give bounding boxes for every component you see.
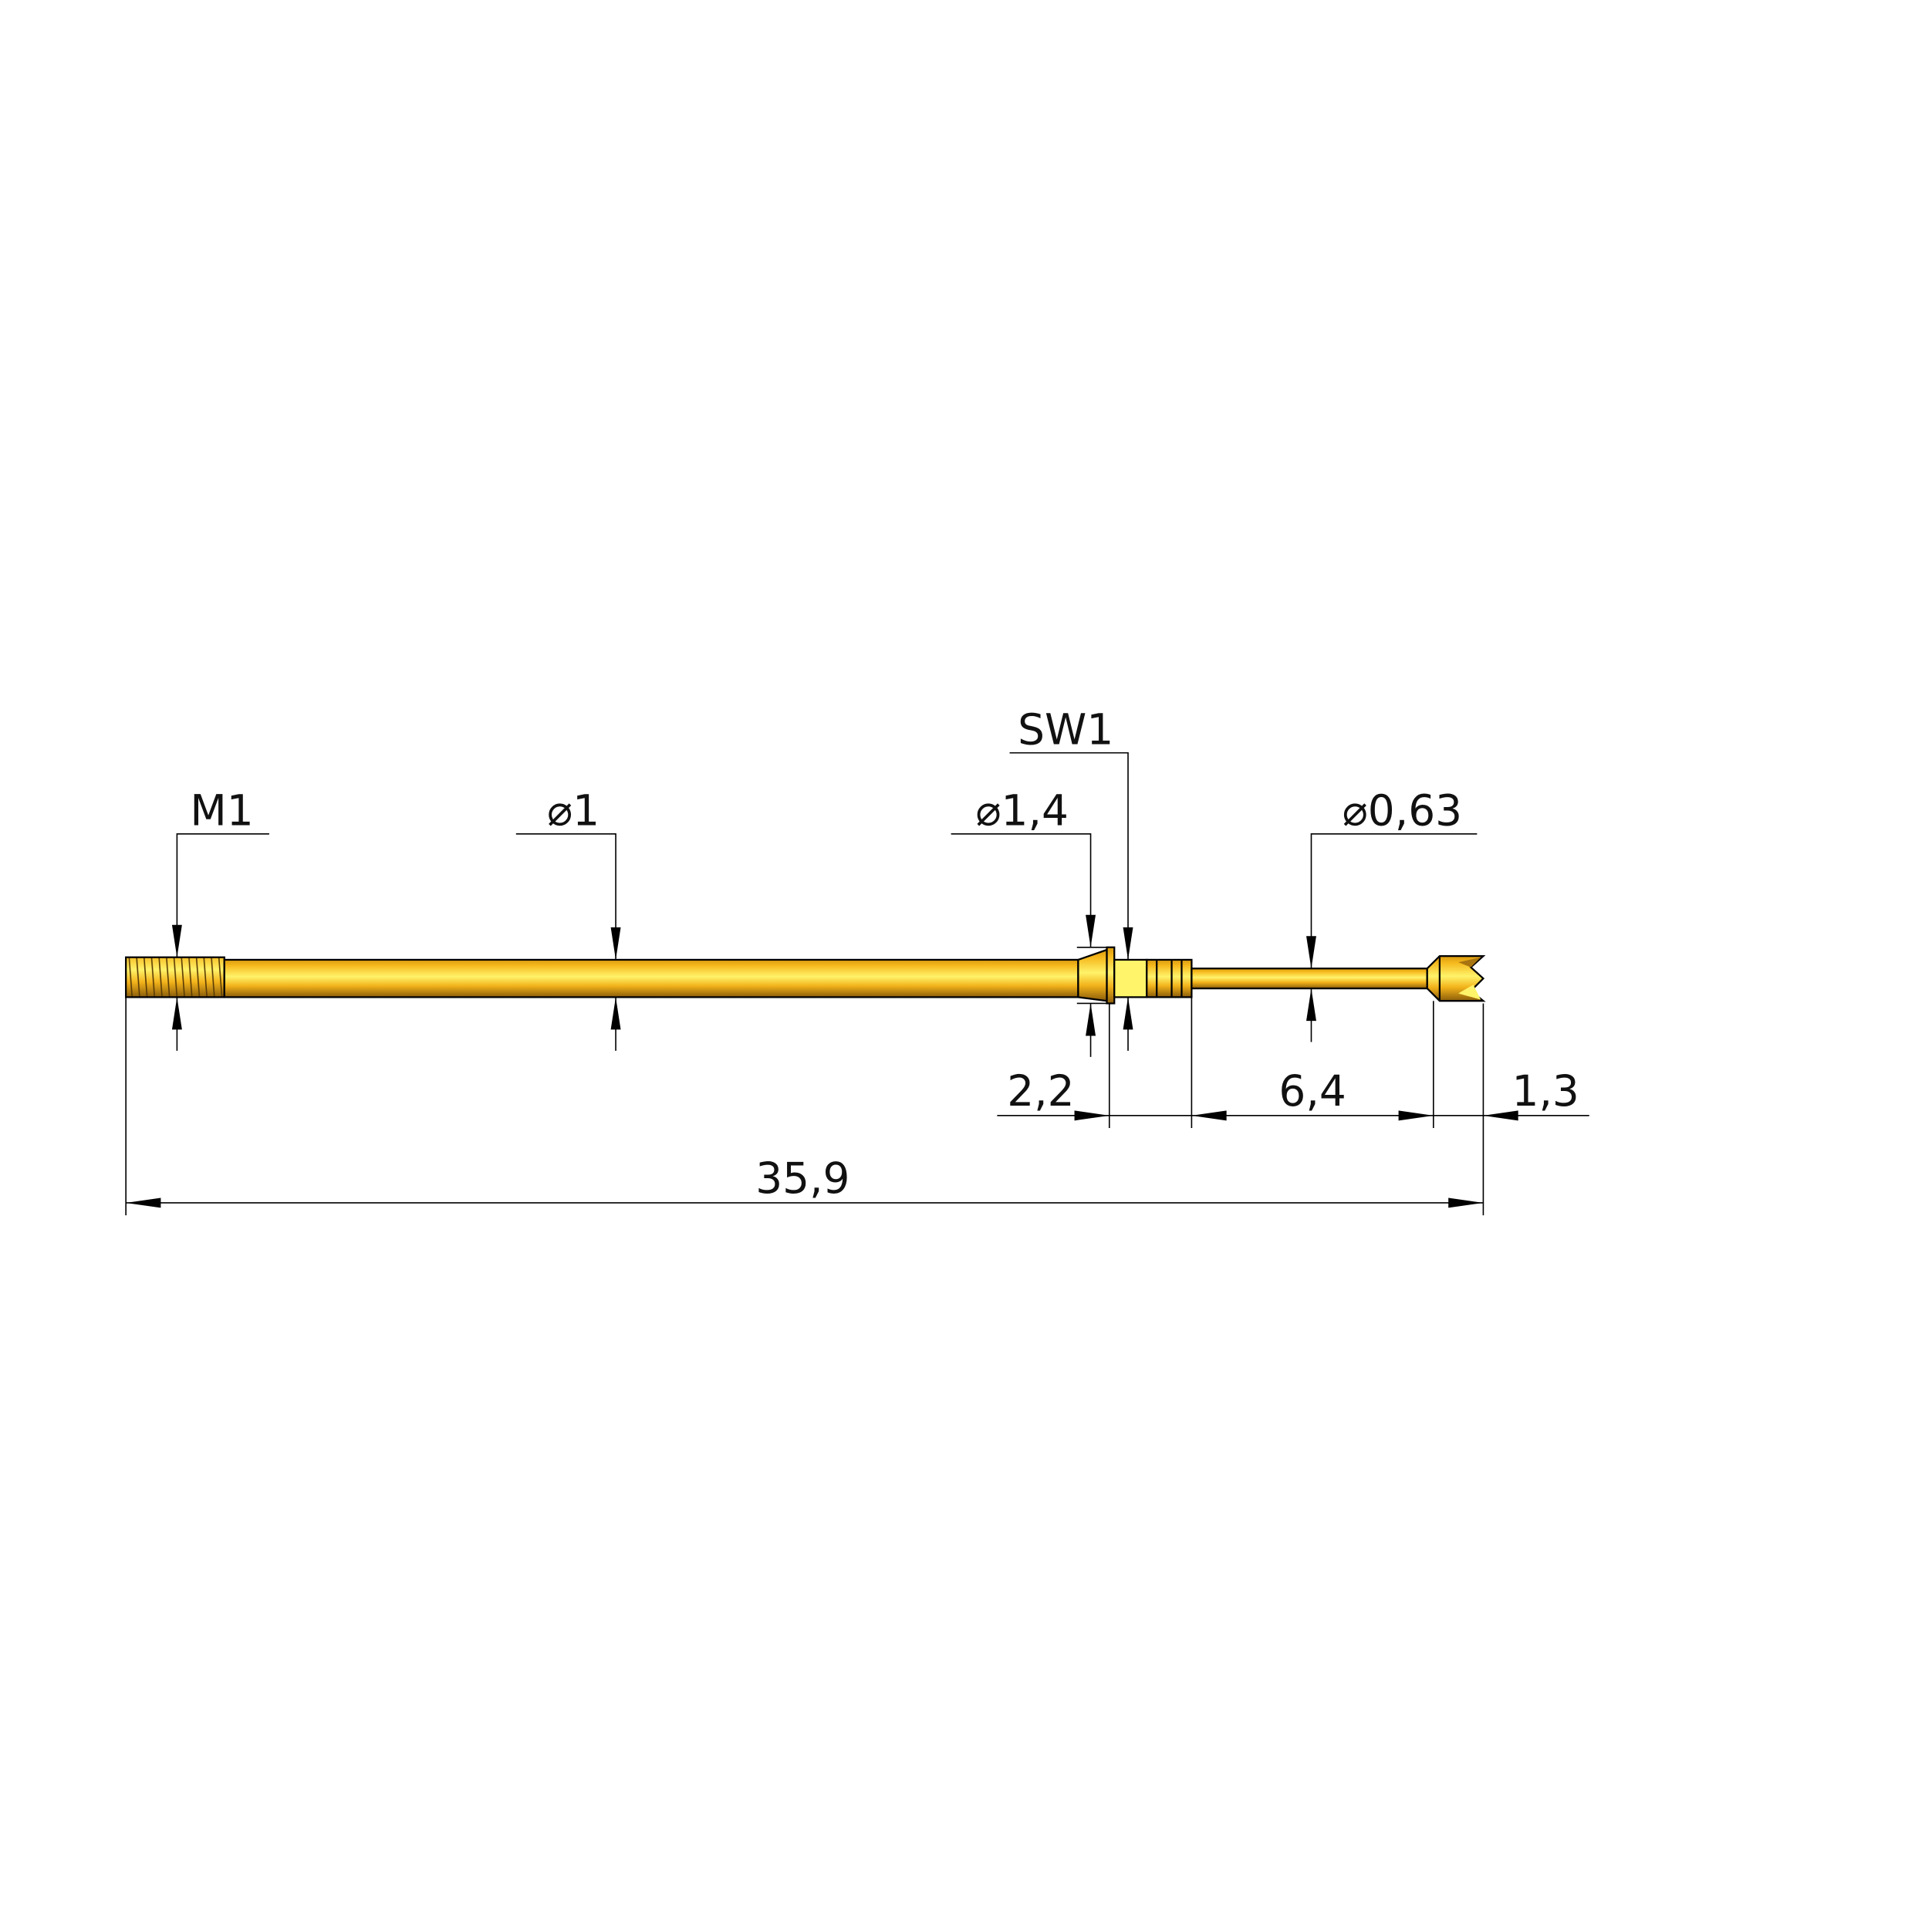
crown-tip bbox=[1426, 954, 1486, 1002]
overall-length-label: 35,9 bbox=[755, 1153, 849, 1203]
plunger-length-label: 6,4 bbox=[1278, 1066, 1346, 1116]
collar-flange bbox=[1106, 946, 1116, 1005]
collar-diameter-label: ⌀1,4 bbox=[976, 785, 1069, 835]
collar-length-label: 2,2 bbox=[1007, 1066, 1074, 1116]
main-shaft bbox=[223, 958, 1079, 998]
dim-collar-length: 2,2 bbox=[997, 1066, 1110, 1121]
dim-plunger-length: 6,4 bbox=[1109, 1066, 1434, 1121]
dim-collar-diameter: ⌀1,4 bbox=[951, 785, 1107, 1057]
dim-plunger-diameter: ⌀0,63 bbox=[1306, 785, 1478, 1042]
shaft-diameter-label: ⌀1 bbox=[547, 785, 600, 835]
thread bbox=[125, 956, 225, 998]
thread-label: M1 bbox=[190, 785, 253, 835]
grooved-section bbox=[1146, 958, 1193, 998]
hex-sw1 bbox=[1113, 958, 1148, 998]
dim-shaft-diameter: ⌀1 bbox=[515, 785, 621, 1051]
dim-thread: M1 bbox=[171, 785, 269, 1051]
wrench-size-label: SW1 bbox=[1018, 704, 1113, 754]
tip-length-label: 1,3 bbox=[1512, 1066, 1579, 1116]
dim-wrench-size: SW1 bbox=[1009, 704, 1133, 1051]
collar-taper bbox=[1077, 948, 1108, 1002]
dim-overall-length: 35,9 bbox=[126, 1153, 1484, 1208]
plunger-diameter-label: ⌀0,63 bbox=[1343, 785, 1462, 835]
probe bbox=[125, 946, 1486, 1005]
dim-tip-length: 1,3 bbox=[1433, 1066, 1589, 1121]
extension-lines bbox=[125, 997, 1484, 1216]
plunger-shaft bbox=[1191, 968, 1428, 990]
